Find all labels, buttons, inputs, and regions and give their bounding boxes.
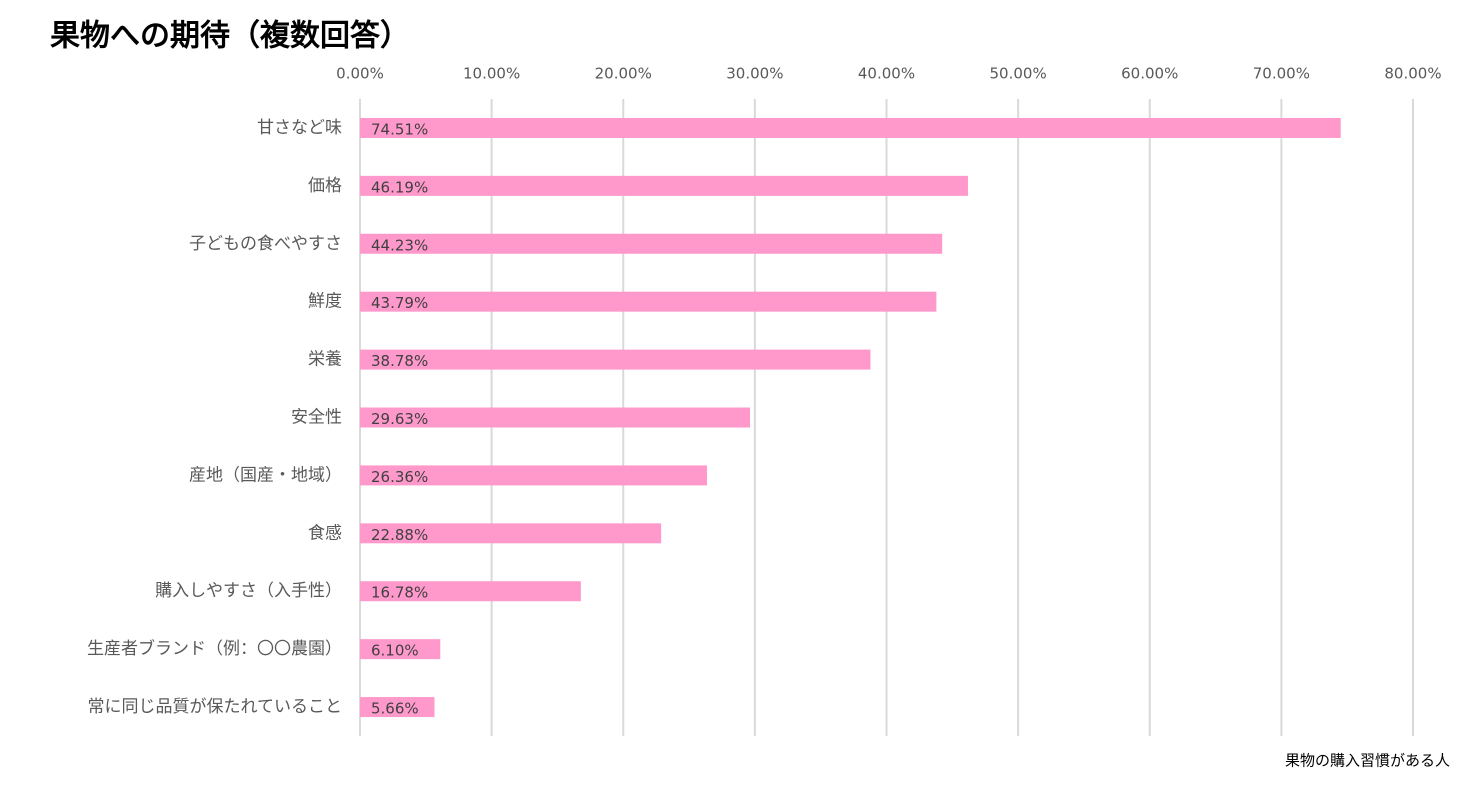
y-tick-label: 食感 [308, 523, 342, 543]
value-label: 22.88% [371, 526, 428, 544]
value-label: 38.78% [371, 352, 428, 370]
bar [360, 291, 937, 312]
bar [360, 233, 943, 254]
y-tick-label: 甘さなど味 [257, 118, 342, 138]
value-label: 44.23% [371, 236, 428, 254]
y-tick-label: 鮮度 [308, 292, 342, 312]
value-label: 26.36% [371, 468, 428, 486]
annotation: 果物の購入習慣がある人 [1285, 752, 1450, 770]
value-label: 74.51% [371, 120, 428, 138]
bar [360, 465, 707, 486]
x-tick-label: 0.00% [336, 65, 384, 83]
value-label: 6.10% [371, 642, 419, 660]
bar [360, 639, 441, 660]
bar [360, 117, 1341, 138]
value-label: 29.63% [371, 410, 428, 428]
x-tick-label: 10.00% [463, 65, 520, 83]
bar [360, 523, 662, 544]
y-tick-label: 栄養 [308, 350, 342, 370]
y-tick-label: 子どもの食べやすさ [189, 234, 342, 254]
x-tick-label: 40.00% [858, 65, 915, 83]
x-tick-label: 50.00% [990, 65, 1047, 83]
y-tick-label: 常に同じ品質が保たれていること [88, 697, 343, 717]
y-tick-label: 価格 [308, 176, 342, 196]
x-tick-label: 70.00% [1253, 65, 1310, 83]
x-tick-label: 30.00% [726, 65, 783, 83]
x-tick-label: 80.00% [1384, 65, 1441, 83]
bar [360, 697, 435, 718]
x-tick-label: 20.00% [595, 65, 652, 83]
y-tick-label: 生産者ブランド（例：〇〇農園） [87, 638, 342, 659]
value-label: 46.19% [371, 178, 428, 196]
y-tick-label: 安全性 [291, 408, 342, 428]
bar [360, 581, 581, 602]
chart-title: 果物への期待（複数回答） [50, 19, 410, 54]
value-label: 5.66% [371, 700, 419, 718]
y-tick-label: 産地（国産・地域） [189, 465, 342, 485]
bar [360, 349, 871, 370]
x-tick-label: 60.00% [1121, 65, 1178, 83]
value-label: 16.78% [371, 584, 428, 602]
y-tick-label: 購入しやすさ（入手性） [155, 581, 342, 601]
bar [360, 407, 751, 428]
bar [360, 175, 968, 196]
value-label: 43.79% [371, 294, 428, 312]
